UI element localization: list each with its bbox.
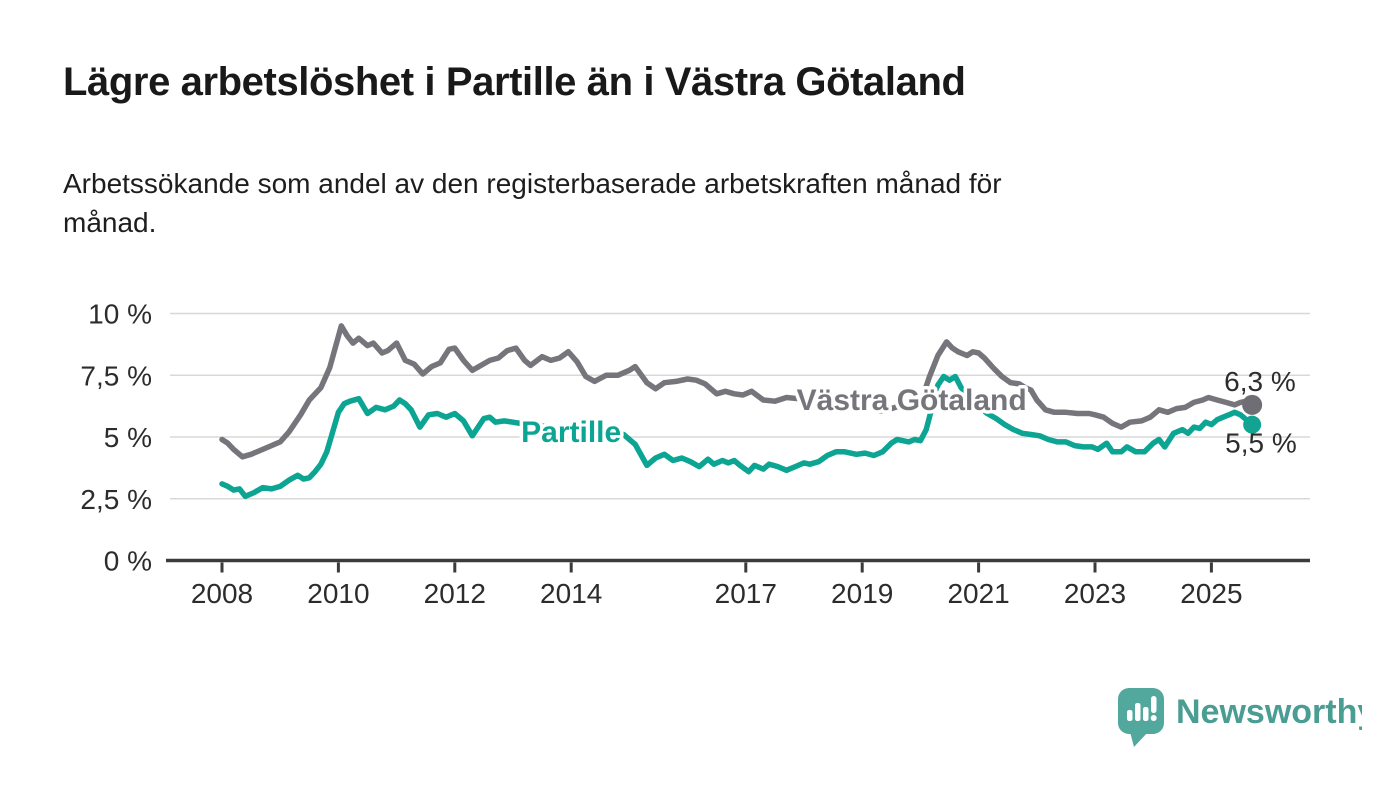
newsworthy-logo-svg: Newsworthy	[1118, 688, 1376, 747]
x-tick-label: 2025	[1180, 578, 1242, 609]
end-dot-vastra-gotaland	[1242, 394, 1263, 415]
y-tick-label: 10 %	[88, 299, 152, 330]
series-label-partille: Partille	[521, 416, 621, 449]
x-tick-label: 2014	[540, 578, 602, 609]
newsworthy-wordmark: Newsworthy	[1176, 693, 1362, 731]
chart-title: Lägre arbetslöshet i Partille än i Västr…	[63, 60, 966, 104]
chart-subtitle-line2: månad.	[63, 207, 157, 238]
end-value-label-vastra-gotaland: 6,3 %	[1224, 366, 1296, 397]
x-tick-label: 2023	[1064, 578, 1126, 609]
x-tick-label: 2019	[831, 578, 893, 609]
x-tick-label: 2012	[424, 578, 486, 609]
series-line-partille	[219, 373, 1255, 500]
end-dot-partille	[1243, 415, 1262, 434]
series-label-vastra-gotaland: Västra Götaland	[797, 384, 1027, 417]
chart-subtitle-line1: Arbetssökande som andel av den registerb…	[63, 168, 1002, 199]
chart-subtitle: Arbetssökande som andel av den registerb…	[63, 164, 1303, 242]
x-tick-label: 2008	[191, 578, 253, 609]
x-tick-label: 2010	[307, 578, 369, 609]
newsworthy-speech-bubble-bar-chart-icon	[1118, 688, 1164, 747]
y-tick-label: 7,5 %	[80, 360, 152, 391]
newsworthy-logo: Newsworthy	[1112, 684, 1376, 754]
x-tick-label: 2017	[715, 578, 777, 609]
x-tick-label: 2021	[947, 578, 1009, 609]
y-tick-label: 0 %	[104, 546, 152, 577]
y-tick-label: 5 %	[104, 422, 152, 453]
y-tick-label: 2,5 %	[80, 484, 152, 515]
series-line-vastra-gotaland	[219, 323, 1255, 460]
end-value-label-partille: 5,5 %	[1225, 428, 1297, 459]
